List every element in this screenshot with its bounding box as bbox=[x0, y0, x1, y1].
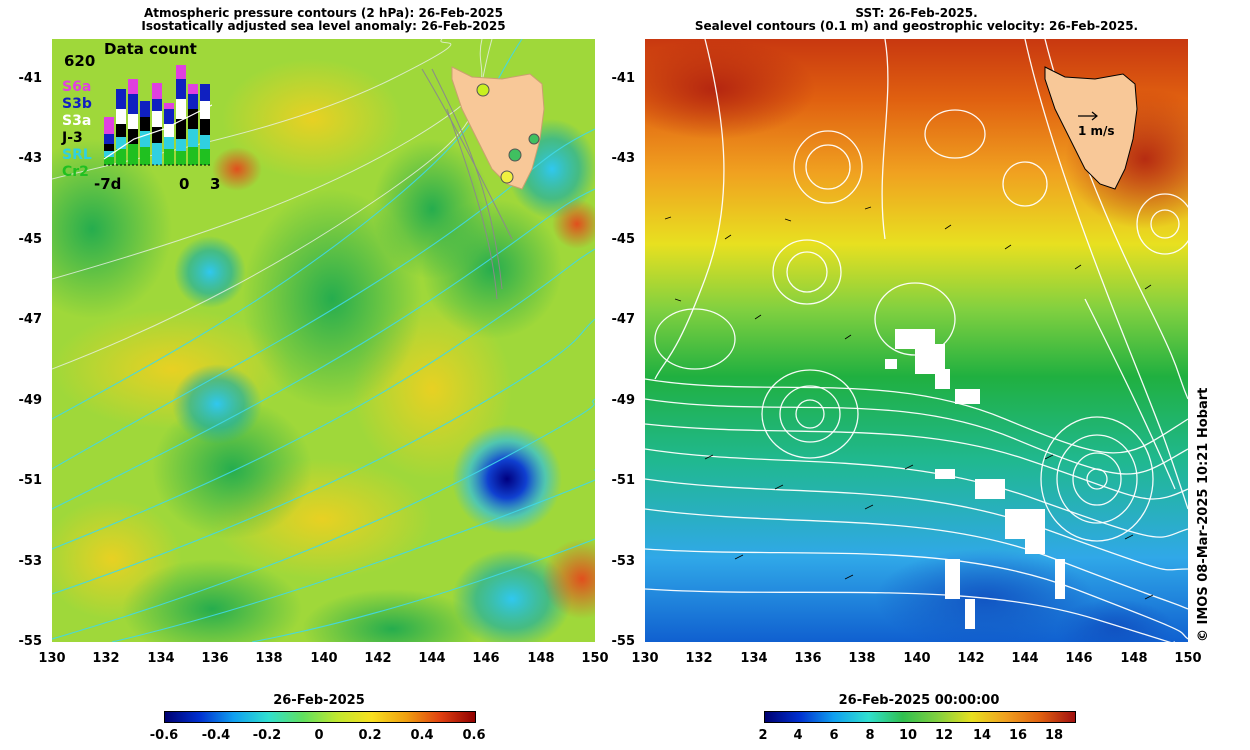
left-y-tick: -47 bbox=[18, 312, 43, 327]
left-x-tick: 138 bbox=[255, 651, 283, 666]
right-colorbar-tick: 8 bbox=[865, 728, 875, 743]
legend-s6a: S6a bbox=[62, 79, 92, 95]
left-x-tick: 134 bbox=[147, 651, 175, 666]
left-title-line2: Isostatically adjusted sea level anomaly… bbox=[141, 19, 506, 33]
right-y-tick: -43 bbox=[611, 151, 636, 166]
inset-x-label-zero: 0 bbox=[179, 175, 190, 193]
right-y-tick: -47 bbox=[611, 312, 636, 327]
left-colorbar-tick: -0.4 bbox=[201, 728, 231, 743]
legend-cr2: Cr2 bbox=[62, 164, 89, 180]
right-colorbar-tick: 10 bbox=[898, 728, 918, 743]
left-y-tick: -45 bbox=[18, 232, 43, 247]
inset-x-label-end: 3 bbox=[210, 175, 221, 193]
right-x-tick: 132 bbox=[685, 651, 713, 666]
right-y-tick: -49 bbox=[611, 393, 636, 408]
sla-map bbox=[52, 39, 595, 642]
inset-x-label-start: -7d bbox=[94, 175, 122, 193]
left-y-tick: -55 bbox=[18, 634, 43, 649]
right-title: SST: 26-Feb-2025. Sealevel contours (0.1… bbox=[645, 7, 1188, 33]
left-y-tick: -41 bbox=[18, 71, 43, 86]
left-x-tick: 150 bbox=[581, 651, 609, 666]
data-count-inset: Data count 620 bbox=[52, 39, 220, 193]
left-y-tick: -43 bbox=[18, 151, 43, 166]
right-colorbar-tick: 14 bbox=[972, 728, 992, 743]
left-colorbar-tick: 0 bbox=[314, 728, 324, 743]
sst-colorbar bbox=[764, 711, 1076, 723]
right-y-tick: -55 bbox=[611, 634, 636, 649]
left-y-tick: -49 bbox=[18, 393, 43, 408]
left-x-tick: 144 bbox=[418, 651, 446, 666]
sst-map bbox=[645, 39, 1188, 642]
tasmania-land-left bbox=[451, 66, 545, 190]
right-title-line1: SST: 26-Feb-2025. bbox=[855, 6, 978, 20]
sla-map-panel: Data count 620 bbox=[52, 39, 595, 642]
left-title: Atmospheric pressure contours (2 hPa): 2… bbox=[52, 7, 595, 33]
legend-s3a: S3a bbox=[62, 113, 92, 129]
left-x-tick: 140 bbox=[310, 651, 338, 666]
right-x-tick: 148 bbox=[1120, 651, 1148, 666]
left-x-tick: 146 bbox=[472, 651, 500, 666]
legend-srl: SRL bbox=[62, 147, 92, 163]
data-count-bars bbox=[103, 65, 212, 166]
left-x-tick: 136 bbox=[201, 651, 229, 666]
left-x-tick: 130 bbox=[38, 651, 66, 666]
left-colorbar-title: 26-Feb-2025 bbox=[273, 693, 365, 708]
inset-max-label: 620 bbox=[64, 52, 96, 70]
legend-j3: J-3 bbox=[62, 130, 83, 146]
right-x-tick: 140 bbox=[903, 651, 931, 666]
right-y-tick: -41 bbox=[611, 71, 636, 86]
velocity-scale-label: 1 m/s bbox=[1078, 124, 1115, 138]
sla-colorbar bbox=[164, 711, 476, 723]
right-colorbar-tick: 18 bbox=[1044, 728, 1064, 743]
left-y-tick: -51 bbox=[18, 473, 43, 488]
right-x-tick: 136 bbox=[794, 651, 822, 666]
imos-credit: © IMOS 08-Mar-2025 10:21 Hobart bbox=[1196, 387, 1211, 642]
right-y-tick: -45 bbox=[611, 232, 636, 247]
left-y-tick: -53 bbox=[18, 554, 43, 569]
right-x-tick: 138 bbox=[848, 651, 876, 666]
legend-s3b: S3b bbox=[62, 96, 92, 112]
left-colorbar-tick: 0.6 bbox=[462, 728, 486, 743]
right-x-tick: 142 bbox=[957, 651, 985, 666]
left-x-tick: 142 bbox=[364, 651, 392, 666]
right-colorbar-tick: 4 bbox=[793, 728, 803, 743]
right-colorbar-tick: 16 bbox=[1008, 728, 1028, 743]
sst-map-panel: 1 m/s bbox=[645, 39, 1188, 642]
right-colorbar-tick: 6 bbox=[829, 728, 839, 743]
tasmania-land-right bbox=[1044, 66, 1138, 190]
right-colorbar-tick: 12 bbox=[934, 728, 954, 743]
right-colorbar-title: 26-Feb-2025 00:00:00 bbox=[838, 693, 1000, 708]
left-colorbar-tick: -0.6 bbox=[149, 728, 179, 743]
left-title-line1: Atmospheric pressure contours (2 hPa): 2… bbox=[144, 6, 503, 20]
left-x-tick: 148 bbox=[527, 651, 555, 666]
left-x-tick: 132 bbox=[92, 651, 120, 666]
right-x-tick: 144 bbox=[1011, 651, 1039, 666]
right-y-tick: -51 bbox=[611, 473, 636, 488]
right-x-tick: 146 bbox=[1065, 651, 1093, 666]
right-colorbar-tick: 2 bbox=[758, 728, 768, 743]
right-x-tick: 130 bbox=[631, 651, 659, 666]
left-colorbar-tick: 0.2 bbox=[358, 728, 382, 743]
right-y-tick: -53 bbox=[611, 554, 636, 569]
left-colorbar-tick: -0.2 bbox=[252, 728, 282, 743]
inset-title: Data count bbox=[104, 40, 197, 58]
right-title-line2: Sealevel contours (0.1 m) and geostrophi… bbox=[694, 19, 1139, 33]
right-x-tick: 134 bbox=[740, 651, 768, 666]
left-colorbar-tick: 0.4 bbox=[410, 728, 434, 743]
right-x-tick: 150 bbox=[1174, 651, 1202, 666]
